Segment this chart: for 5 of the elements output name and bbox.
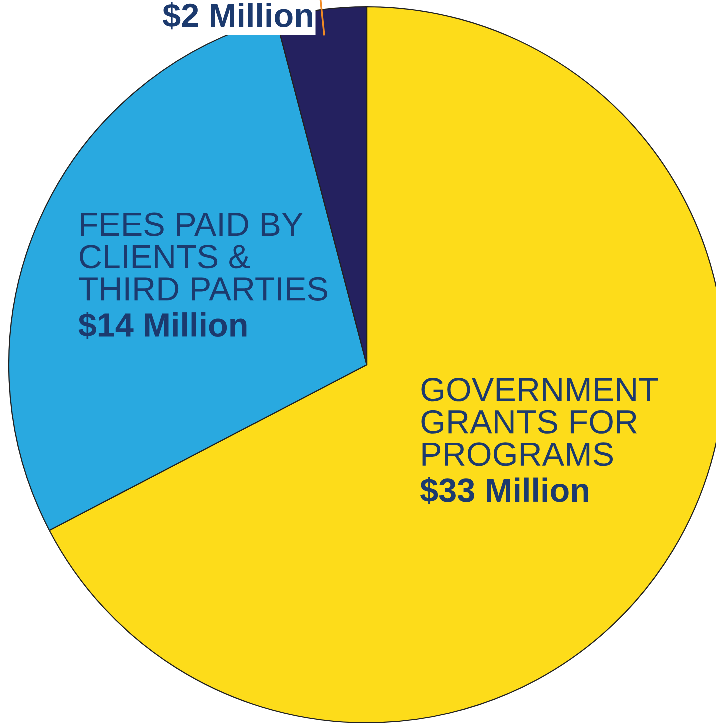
data-label: $33 Million [420, 477, 588, 504]
data-label: $14 Million [78, 312, 247, 340]
data-label: $2 Million [163, 2, 312, 30]
slice-label: FEES PAID BY CLIENTS & THIRD PARTIES [79, 212, 328, 301]
slice-label: GOVERNMENT GRANTS FOR PROGRAMS [422, 378, 658, 466]
